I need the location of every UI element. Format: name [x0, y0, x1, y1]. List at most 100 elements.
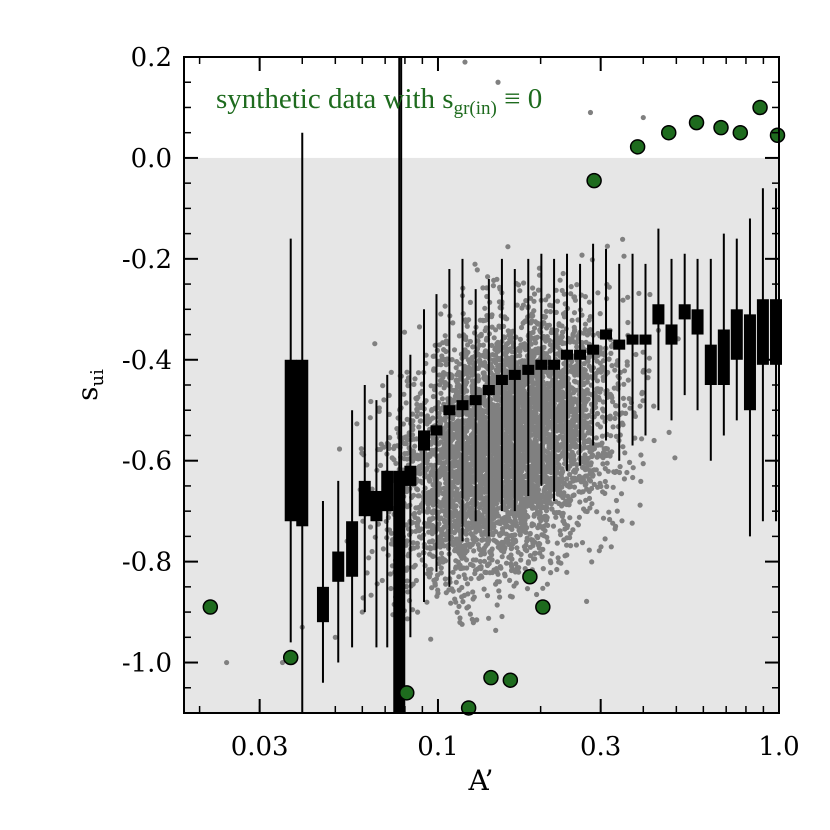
cloud-point-3731	[469, 416, 475, 422]
cloud-point-4083	[429, 531, 435, 537]
cloud-point-4945	[491, 445, 497, 451]
cloud-point-1744	[496, 299, 502, 305]
cloud-point-2031	[624, 469, 630, 476]
cloud-point-4785	[532, 539, 538, 545]
cloud-point-1589	[624, 362, 630, 368]
cloud-point-3550	[529, 383, 535, 389]
cloud-point-2523	[610, 399, 616, 405]
cloud-point-4858	[484, 562, 491, 569]
cloud-point-3291	[450, 416, 456, 422]
cloud-point-4356	[454, 536, 460, 543]
cloud-point-4466	[429, 408, 435, 414]
cloud-point-4871	[528, 295, 534, 301]
cloud-point-2897	[604, 460, 610, 466]
cloud-point-4660	[515, 472, 521, 478]
cloud-point-4235	[509, 526, 515, 533]
cloud-point-4395	[518, 342, 524, 348]
cloud-point-2933	[403, 400, 409, 406]
cloud-point-1236	[627, 459, 633, 465]
cloud-point-4637	[459, 621, 465, 627]
cloud-point-3005	[498, 565, 504, 571]
cloud-point-4093	[588, 462, 594, 468]
cloud-point-4770	[429, 488, 435, 494]
cloud-point-1435	[410, 540, 416, 546]
cloud-point-4739	[518, 412, 524, 418]
cloud-point-4237	[569, 458, 575, 465]
cloud-point-4040	[484, 593, 491, 599]
cloud-point-1476	[569, 317, 575, 323]
cloud-point-3679	[599, 414, 606, 420]
cloud-point-4872	[453, 387, 459, 393]
cloud-point-4374	[471, 594, 477, 600]
cloud-point-4332	[606, 356, 612, 362]
cloud-point-3375	[414, 540, 420, 547]
cloud-point-4721	[613, 403, 619, 409]
cloud-point-397	[579, 252, 585, 258]
cloud-point-342	[602, 536, 608, 542]
cloud-point-1536	[431, 367, 437, 373]
cloud-point-4878	[528, 320, 534, 326]
cloud-point-3843	[617, 464, 623, 470]
cloud-point-1694	[567, 363, 573, 369]
cloud-point-4890	[470, 430, 476, 436]
cloud-point-4611	[416, 324, 423, 330]
cloud-point-2195	[609, 363, 615, 369]
cloud-point-4749	[480, 518, 486, 525]
cloud-point-4200	[469, 525, 475, 531]
cloud-point-3211	[469, 616, 475, 623]
cloud-point-4531	[637, 502, 643, 508]
cloud-point-3266	[534, 591, 540, 598]
cloud-point-3595	[481, 370, 487, 376]
cloud-point-4018	[469, 372, 475, 378]
cloud-point-4325	[529, 521, 535, 527]
cloud-point-1167	[412, 443, 418, 449]
cloud-point-4943	[456, 512, 462, 519]
cloud-point-4604	[556, 559, 562, 565]
cloud-point-4903	[424, 571, 430, 577]
cloud-point-2906	[604, 243, 611, 249]
cloud-point-4129	[572, 467, 578, 473]
cloud-point-2104	[504, 316, 510, 322]
cloud-point-4699	[509, 533, 516, 539]
cloud-point-1664	[456, 361, 462, 367]
cloud-point-4419	[508, 473, 515, 480]
cloud-point-4197	[492, 513, 498, 519]
cloud-point-3832	[551, 509, 558, 516]
cloud-point-4960	[496, 588, 502, 594]
cloud-point-4223	[607, 416, 613, 422]
cloud-point-4314	[453, 503, 459, 509]
cloud-point-1702	[415, 609, 421, 615]
cloud-point-2139	[587, 314, 594, 320]
cloud-point-4535	[580, 445, 587, 451]
cloud-point-3765	[404, 578, 410, 584]
cloud-point-1883	[456, 574, 462, 580]
cloud-point-4919	[441, 416, 447, 422]
cloud-point-679	[583, 497, 589, 503]
cloud-point-1923	[464, 394, 470, 400]
cloud-point-2531	[497, 594, 503, 600]
cloud-point-4247	[388, 541, 394, 547]
cloud-point-4293	[477, 357, 483, 363]
cloud-point-3409	[666, 429, 672, 435]
cloud-point-4796	[587, 468, 593, 474]
cloud-point-442	[554, 540, 560, 546]
cloud-point-4138	[549, 551, 555, 557]
cloud-point-4514	[550, 523, 557, 529]
cloud-point-766	[387, 435, 393, 441]
cloud-point-4819	[464, 455, 470, 461]
cloud-point-4459	[558, 532, 564, 538]
cloud-point-1952	[468, 576, 474, 582]
cloud-point-4346	[520, 302, 527, 308]
cloud-point-4552	[535, 368, 541, 374]
cloud-point-1819	[391, 445, 397, 452]
cloud-point-1086	[486, 615, 492, 621]
cloud-point-4334	[465, 349, 471, 355]
cloud-point-4917	[570, 432, 576, 438]
cloud-point-2419	[404, 369, 410, 375]
cloud-point-4792	[414, 523, 420, 529]
cloud-point-4804	[545, 418, 551, 424]
cloud-point-4177	[597, 424, 604, 430]
cloud-point-3693	[504, 368, 510, 374]
cloud-point-975	[414, 401, 420, 407]
cloud-point-3975	[599, 433, 606, 439]
